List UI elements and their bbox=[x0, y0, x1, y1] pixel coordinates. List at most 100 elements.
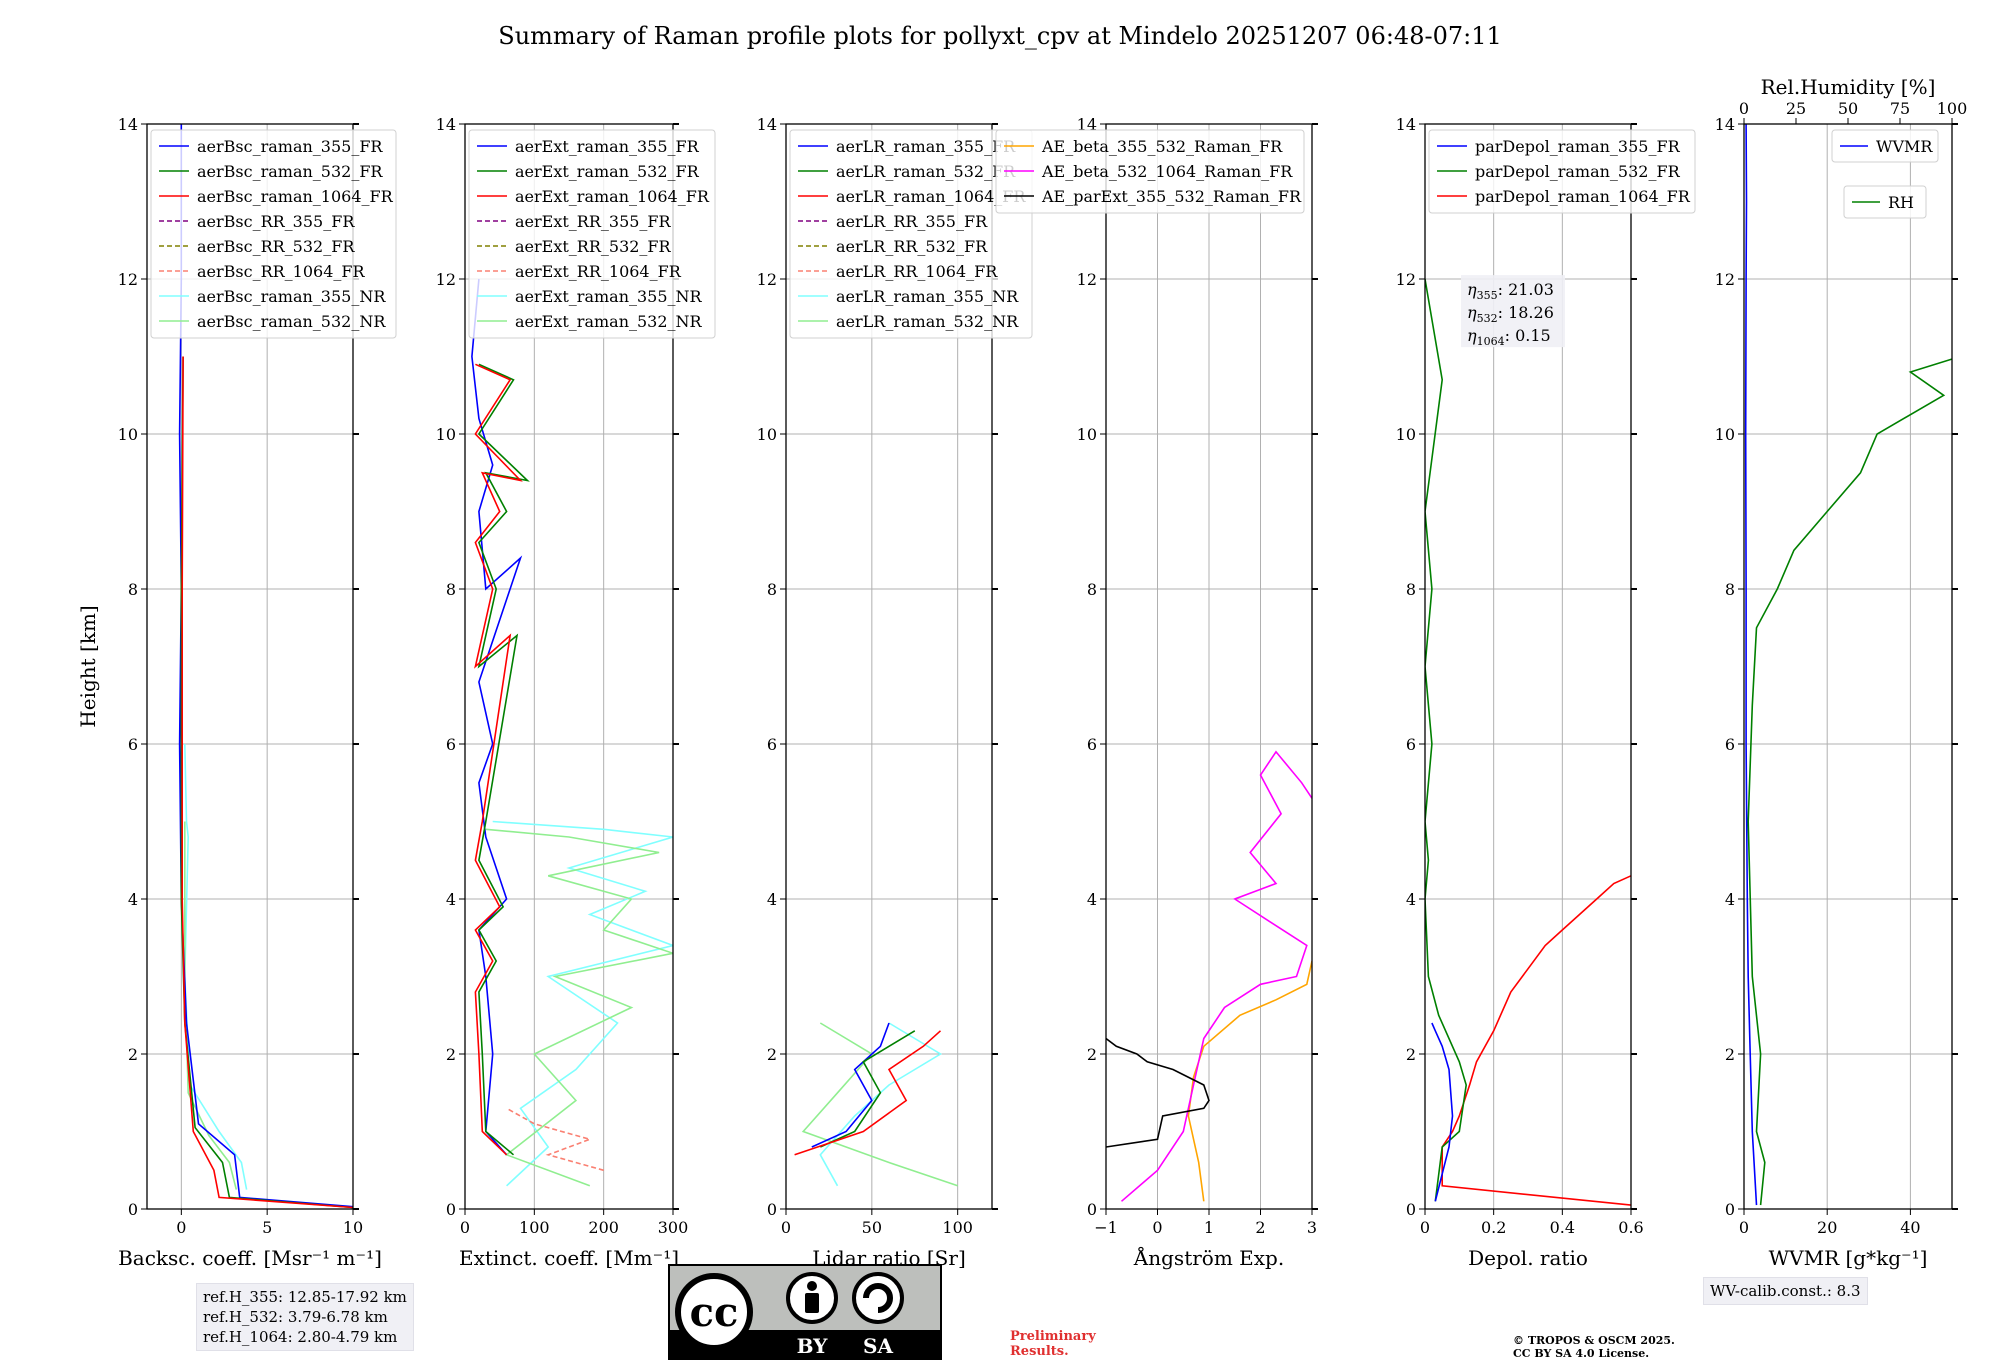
preliminary-line1: Preliminary bbox=[1010, 1329, 1096, 1344]
x-tick-label: 100 bbox=[519, 1218, 550, 1237]
cc-sa-label: SA bbox=[863, 1334, 893, 1358]
legend-entry: aerExt_RR_1064_FR bbox=[515, 262, 682, 281]
x-tick-label: 50 bbox=[862, 1218, 882, 1237]
y-tick-label: 14 bbox=[757, 115, 777, 134]
y-tick-label: 0 bbox=[767, 1200, 777, 1219]
y-tick-label: 2 bbox=[1087, 1045, 1097, 1064]
top-tick-label: 100 bbox=[1937, 99, 1968, 118]
legend-box: aerExt_raman_355_FR aerExt_raman_532_FRae… bbox=[468, 129, 716, 339]
y-tick-label: 4 bbox=[446, 890, 456, 909]
y-tick-label: 12 bbox=[436, 270, 456, 289]
legend-entry: aerLR_RR_532_FR bbox=[836, 237, 988, 256]
share-alike-icon bbox=[852, 1272, 904, 1324]
preliminary-note: Preliminary Results. bbox=[1010, 1329, 1096, 1359]
series-group bbox=[471, 278, 673, 1187]
panel-bsc: 0 2 4 6 8 10 12 14 0 5 10 Backsc. coeff. [Msr⁻¹ m⁻¹… bbox=[76, 115, 397, 1270]
panel-ext: 0 2 4 6 8 10 12 14 0 100 200 300 Extinct. coeff. [Mm… bbox=[436, 115, 716, 1270]
top-axis-label: Rel.Humidity [%] bbox=[1761, 75, 1936, 99]
y-tick-label: 0 bbox=[1725, 1200, 1735, 1219]
x-tick-label: 300 bbox=[658, 1218, 689, 1237]
x-axis-label: Backsc. coeff. [Msr⁻¹ m⁻¹] bbox=[118, 1246, 382, 1270]
x-tick-label: 0.6 bbox=[1618, 1218, 1643, 1237]
y-tick-label: 14 bbox=[1715, 115, 1735, 134]
x-axis-label: Depol. ratio bbox=[1468, 1246, 1588, 1270]
y-tick-label: 0 bbox=[1087, 1200, 1097, 1219]
series-group bbox=[1744, 124, 1952, 1206]
legend-entry: aerLR_RR_355_FR bbox=[836, 212, 988, 231]
series-line bbox=[1744, 124, 1758, 1206]
y-tick-label: 0 bbox=[1406, 1200, 1416, 1219]
legend-entry: aerBsc_raman_355_FR bbox=[197, 137, 383, 156]
y-tick-label: 10 bbox=[118, 425, 138, 444]
axes-frame bbox=[464, 123, 674, 1210]
x-tick-label: 10 bbox=[343, 1218, 363, 1237]
y-tick-label: 2 bbox=[128, 1045, 138, 1064]
top-tick-label: 25 bbox=[1786, 99, 1806, 118]
x-tick-label: 200 bbox=[588, 1218, 619, 1237]
x-tick-label: 40 bbox=[1900, 1218, 1920, 1237]
y-tick-label: 12 bbox=[1396, 270, 1416, 289]
y-tick-label: 0 bbox=[128, 1200, 138, 1219]
y-tick-label: 2 bbox=[1406, 1045, 1416, 1064]
share-alike-arrow bbox=[863, 1283, 893, 1313]
legend-entry: AE_beta_355_532_Raman_FR bbox=[1041, 137, 1283, 156]
legend-frame bbox=[468, 129, 716, 339]
x-tick-label: 0.4 bbox=[1550, 1218, 1575, 1237]
legend-entry: aerLR_raman_355_FR bbox=[836, 137, 1016, 156]
x-tick-label: 0 bbox=[176, 1218, 186, 1237]
legend-entry: AE_beta_532_1064_Raman_FR bbox=[1041, 162, 1293, 181]
y-tick-label: 4 bbox=[1725, 890, 1735, 909]
y-tick-label: 10 bbox=[1077, 425, 1097, 444]
legend-box: RH bbox=[1843, 185, 1927, 219]
y-tick-label: 4 bbox=[128, 890, 138, 909]
cc-by-label: BY bbox=[797, 1334, 829, 1358]
legend-entry: aerExt_RR_355_FR bbox=[515, 212, 672, 231]
y-tick-label: 6 bbox=[1725, 735, 1735, 754]
legend-box: aerBsc_raman_355_FR aerBsc_raman_532_FRae… bbox=[150, 129, 397, 339]
legend-entry: aerLR_RR_1064_FR bbox=[836, 262, 998, 281]
top-tick-label: 75 bbox=[1890, 99, 1910, 118]
x-axis-label: Extinct. coeff. [Mm⁻¹] bbox=[459, 1246, 679, 1270]
series-line bbox=[485, 828, 673, 1187]
legend-frame bbox=[1428, 129, 1696, 214]
x-tick-label: 5 bbox=[262, 1218, 272, 1237]
legend-entry: parDepol_raman_355_FR bbox=[1475, 137, 1681, 156]
legend-frame bbox=[789, 129, 1033, 339]
copyright-line2: CC BY SA 4.0 License. bbox=[1513, 1347, 1650, 1360]
y-tick-label: 4 bbox=[1406, 890, 1416, 909]
y-tick-label: 10 bbox=[1396, 425, 1416, 444]
eta-frame bbox=[1461, 275, 1565, 348]
ref-height-1064: ref.H_1064: 2.80-4.79 km bbox=[203, 1328, 398, 1346]
series-group bbox=[794, 1022, 958, 1187]
attribution-head bbox=[807, 1281, 817, 1291]
series-line bbox=[474, 363, 523, 1156]
legend-frame bbox=[150, 129, 397, 339]
legend-entry: aerLR_raman_532_FR bbox=[836, 162, 1016, 181]
legend-entry: aerLR_raman_1064_FR bbox=[836, 187, 1026, 206]
x-tick-label: 0 bbox=[1739, 1218, 1749, 1237]
panel-depol: 0 2 4 6 8 10 12 14 0 0.2 0.4 0.6 Depol. ratio parDepo… bbox=[1396, 115, 1696, 1270]
legend-entry: aerExt_raman_355_FR bbox=[515, 137, 700, 156]
legend-box: AE_beta_355_532_Raman_FR AE_beta_532_1064… bbox=[995, 129, 1305, 214]
series-line bbox=[794, 1030, 942, 1156]
legend-entry: aerExt_raman_355_NR bbox=[515, 287, 703, 306]
axes-frame bbox=[785, 123, 993, 1210]
y-tick-label: 2 bbox=[1725, 1045, 1735, 1064]
legend-entry: aerLR_raman_355_NR bbox=[836, 287, 1019, 306]
reference-height-box: ref.H_355: 12.85-17.92 km ref.H_532: 3.7… bbox=[196, 1283, 414, 1351]
series-line bbox=[471, 278, 523, 1156]
y-tick-label: 6 bbox=[1087, 735, 1097, 754]
series-line bbox=[1187, 960, 1312, 1202]
legend-frame bbox=[1843, 185, 1927, 219]
legend-box: parDepol_raman_355_FR parDepol_raman_532_… bbox=[1428, 129, 1696, 214]
y-tick-label: 10 bbox=[1715, 425, 1735, 444]
legend-box: WVMR bbox=[1831, 129, 1939, 163]
y-axis-label: Height [km] bbox=[76, 605, 100, 727]
x-tick-label: 0 bbox=[1152, 1218, 1162, 1237]
y-tick-label: 2 bbox=[446, 1045, 456, 1064]
y-tick-label: 14 bbox=[436, 115, 456, 134]
